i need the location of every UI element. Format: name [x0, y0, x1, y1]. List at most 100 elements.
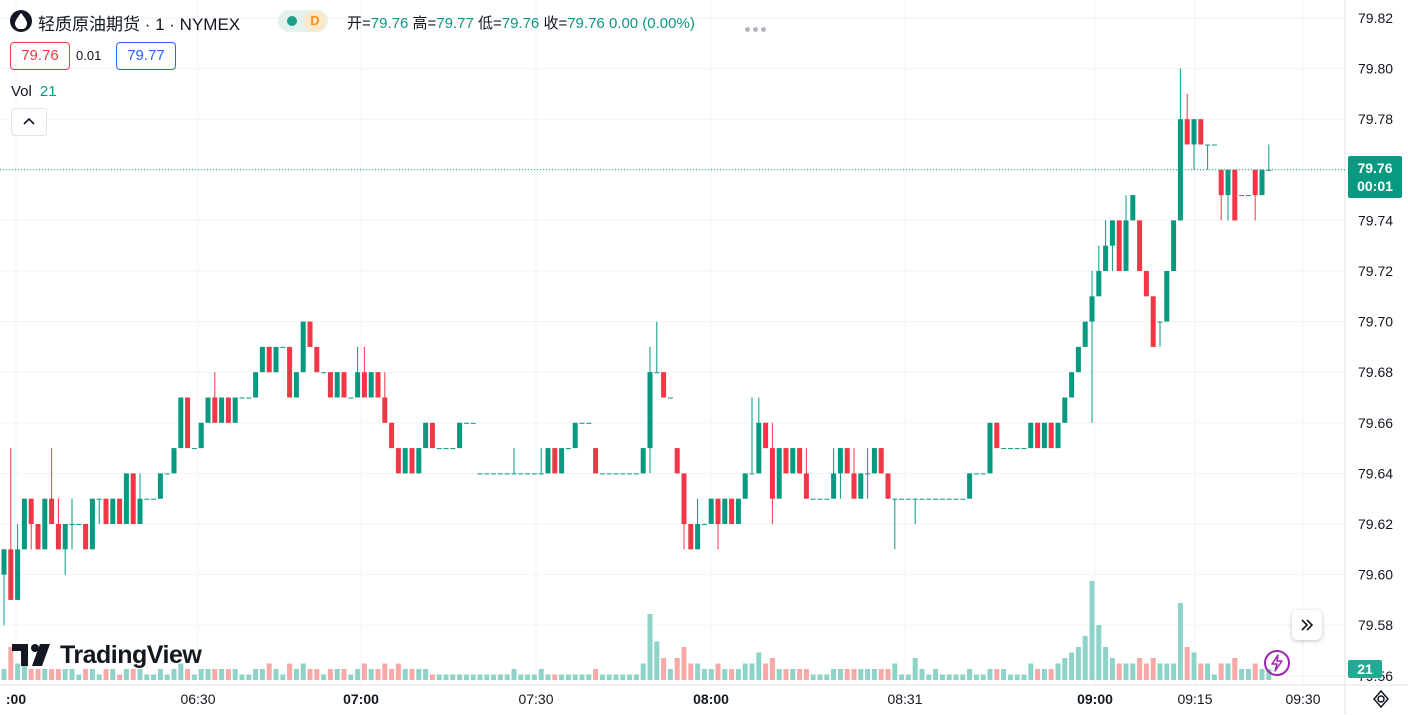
volume-bar	[538, 669, 544, 680]
volume-bar	[892, 663, 898, 680]
volume-bar	[994, 669, 1000, 680]
tradingview-logo[interactable]: TradingView	[12, 640, 202, 670]
more-options-icon[interactable]	[745, 19, 771, 32]
open-label: 开=	[347, 15, 371, 32]
ask-price-button[interactable]: 79.77	[116, 42, 176, 70]
volume-bar	[681, 647, 687, 680]
candle-body	[1239, 195, 1245, 197]
candle-body	[361, 372, 367, 398]
volume-bar	[117, 674, 123, 680]
volume-bar	[1198, 663, 1204, 680]
volume-bar	[137, 669, 143, 680]
volume-bar	[1116, 663, 1122, 680]
volume-bar	[157, 669, 163, 680]
candle-body	[817, 498, 823, 500]
volume-bar	[1232, 658, 1238, 680]
volume-bar	[1130, 663, 1136, 680]
candle-body	[1266, 169, 1272, 171]
close-label: 收=	[543, 15, 568, 32]
candle-body	[1225, 169, 1231, 196]
bid-price-button[interactable]: 79.76	[10, 42, 70, 70]
volume-bar	[783, 669, 789, 680]
candle-body	[1116, 220, 1122, 271]
candle-body	[987, 422, 993, 474]
candle-body	[1259, 169, 1265, 196]
time-axis[interactable]: :00 06:30 07:00 07:30 08:00 08:31 09:00 09:15 09…	[6, 691, 1321, 707]
volume-bar	[232, 669, 238, 680]
candle-body	[715, 498, 721, 524]
volume-bar	[253, 669, 259, 680]
candle-body	[871, 448, 877, 474]
symbol-title[interactable]: 轻质原油期货 · 1 · NYMEX	[38, 15, 241, 34]
volume-bar	[1055, 663, 1061, 680]
candle-body	[960, 498, 966, 500]
candle-body	[545, 448, 551, 474]
candle-body	[123, 473, 129, 524]
candle-body	[579, 422, 585, 424]
volume-bar	[1082, 636, 1088, 680]
volume-bar	[661, 658, 667, 680]
candle-body	[735, 498, 741, 524]
volume-bar	[688, 663, 694, 680]
quick-action-button[interactable]	[1264, 650, 1290, 676]
volume-bar	[837, 669, 843, 680]
volume-bar	[504, 674, 510, 680]
candle-body	[191, 448, 197, 450]
current-price-value: 79.76	[1357, 160, 1393, 176]
time-tick-label: 08:31	[887, 691, 922, 707]
candle-body	[83, 524, 89, 550]
volume-bar	[1109, 658, 1115, 680]
open-value: 79.76	[370, 15, 409, 32]
price-tick-label: 79.64	[1358, 465, 1393, 481]
time-tick-label: 08:00	[693, 691, 729, 707]
lightning-icon	[1271, 654, 1283, 672]
candle-body	[355, 372, 361, 398]
candle-body	[810, 498, 816, 500]
volume-bar	[307, 669, 313, 680]
volume-bar	[885, 669, 891, 680]
volume-bar	[633, 674, 639, 680]
time-tick-label: 07:30	[518, 691, 553, 707]
volume-bar	[599, 674, 605, 680]
price-axis[interactable]: 79.82 79.80 79.78 79.76 79.74 79.72 79.70 79.68…	[1358, 10, 1393, 684]
candle-body	[307, 321, 313, 347]
candles	[1, 68, 1272, 626]
candle-body	[62, 524, 68, 550]
candle-body	[1130, 195, 1136, 221]
candle-body	[661, 372, 667, 398]
candle-body	[8, 549, 14, 600]
volume-bar	[946, 674, 952, 680]
volume-bar	[171, 669, 177, 680]
candle-body	[933, 498, 939, 500]
candle-body	[1089, 296, 1095, 322]
time-tick-label: 09:00	[1077, 691, 1113, 707]
market-status-badge[interactable]: D	[278, 10, 328, 32]
volume-bar	[1211, 674, 1217, 680]
volume-bar	[416, 669, 422, 680]
candle-body	[640, 448, 646, 474]
close-value: 79.76	[567, 15, 605, 32]
collapse-legend-button[interactable]	[11, 108, 47, 136]
settings-gear-icon[interactable]	[1370, 688, 1392, 710]
volume-bar	[1171, 663, 1177, 680]
candle-body	[55, 524, 61, 550]
candle-body	[518, 473, 524, 475]
candle-body	[552, 448, 558, 474]
candle-body	[130, 473, 136, 524]
scroll-to-realtime-button[interactable]	[1292, 610, 1322, 640]
candle-body	[1191, 119, 1197, 145]
volume-bar	[926, 674, 932, 680]
candle-body	[457, 422, 463, 449]
candle-body	[742, 473, 748, 499]
candle-body	[851, 473, 857, 499]
volume-bar	[674, 658, 680, 680]
volume-bar	[198, 669, 204, 680]
volume-bar	[722, 669, 728, 680]
volume-bar	[1096, 625, 1102, 680]
candle-body	[273, 346, 279, 373]
volume-bar	[225, 669, 231, 680]
candle-body	[1, 549, 7, 575]
candle-body	[912, 498, 918, 500]
candle-body	[178, 397, 184, 449]
